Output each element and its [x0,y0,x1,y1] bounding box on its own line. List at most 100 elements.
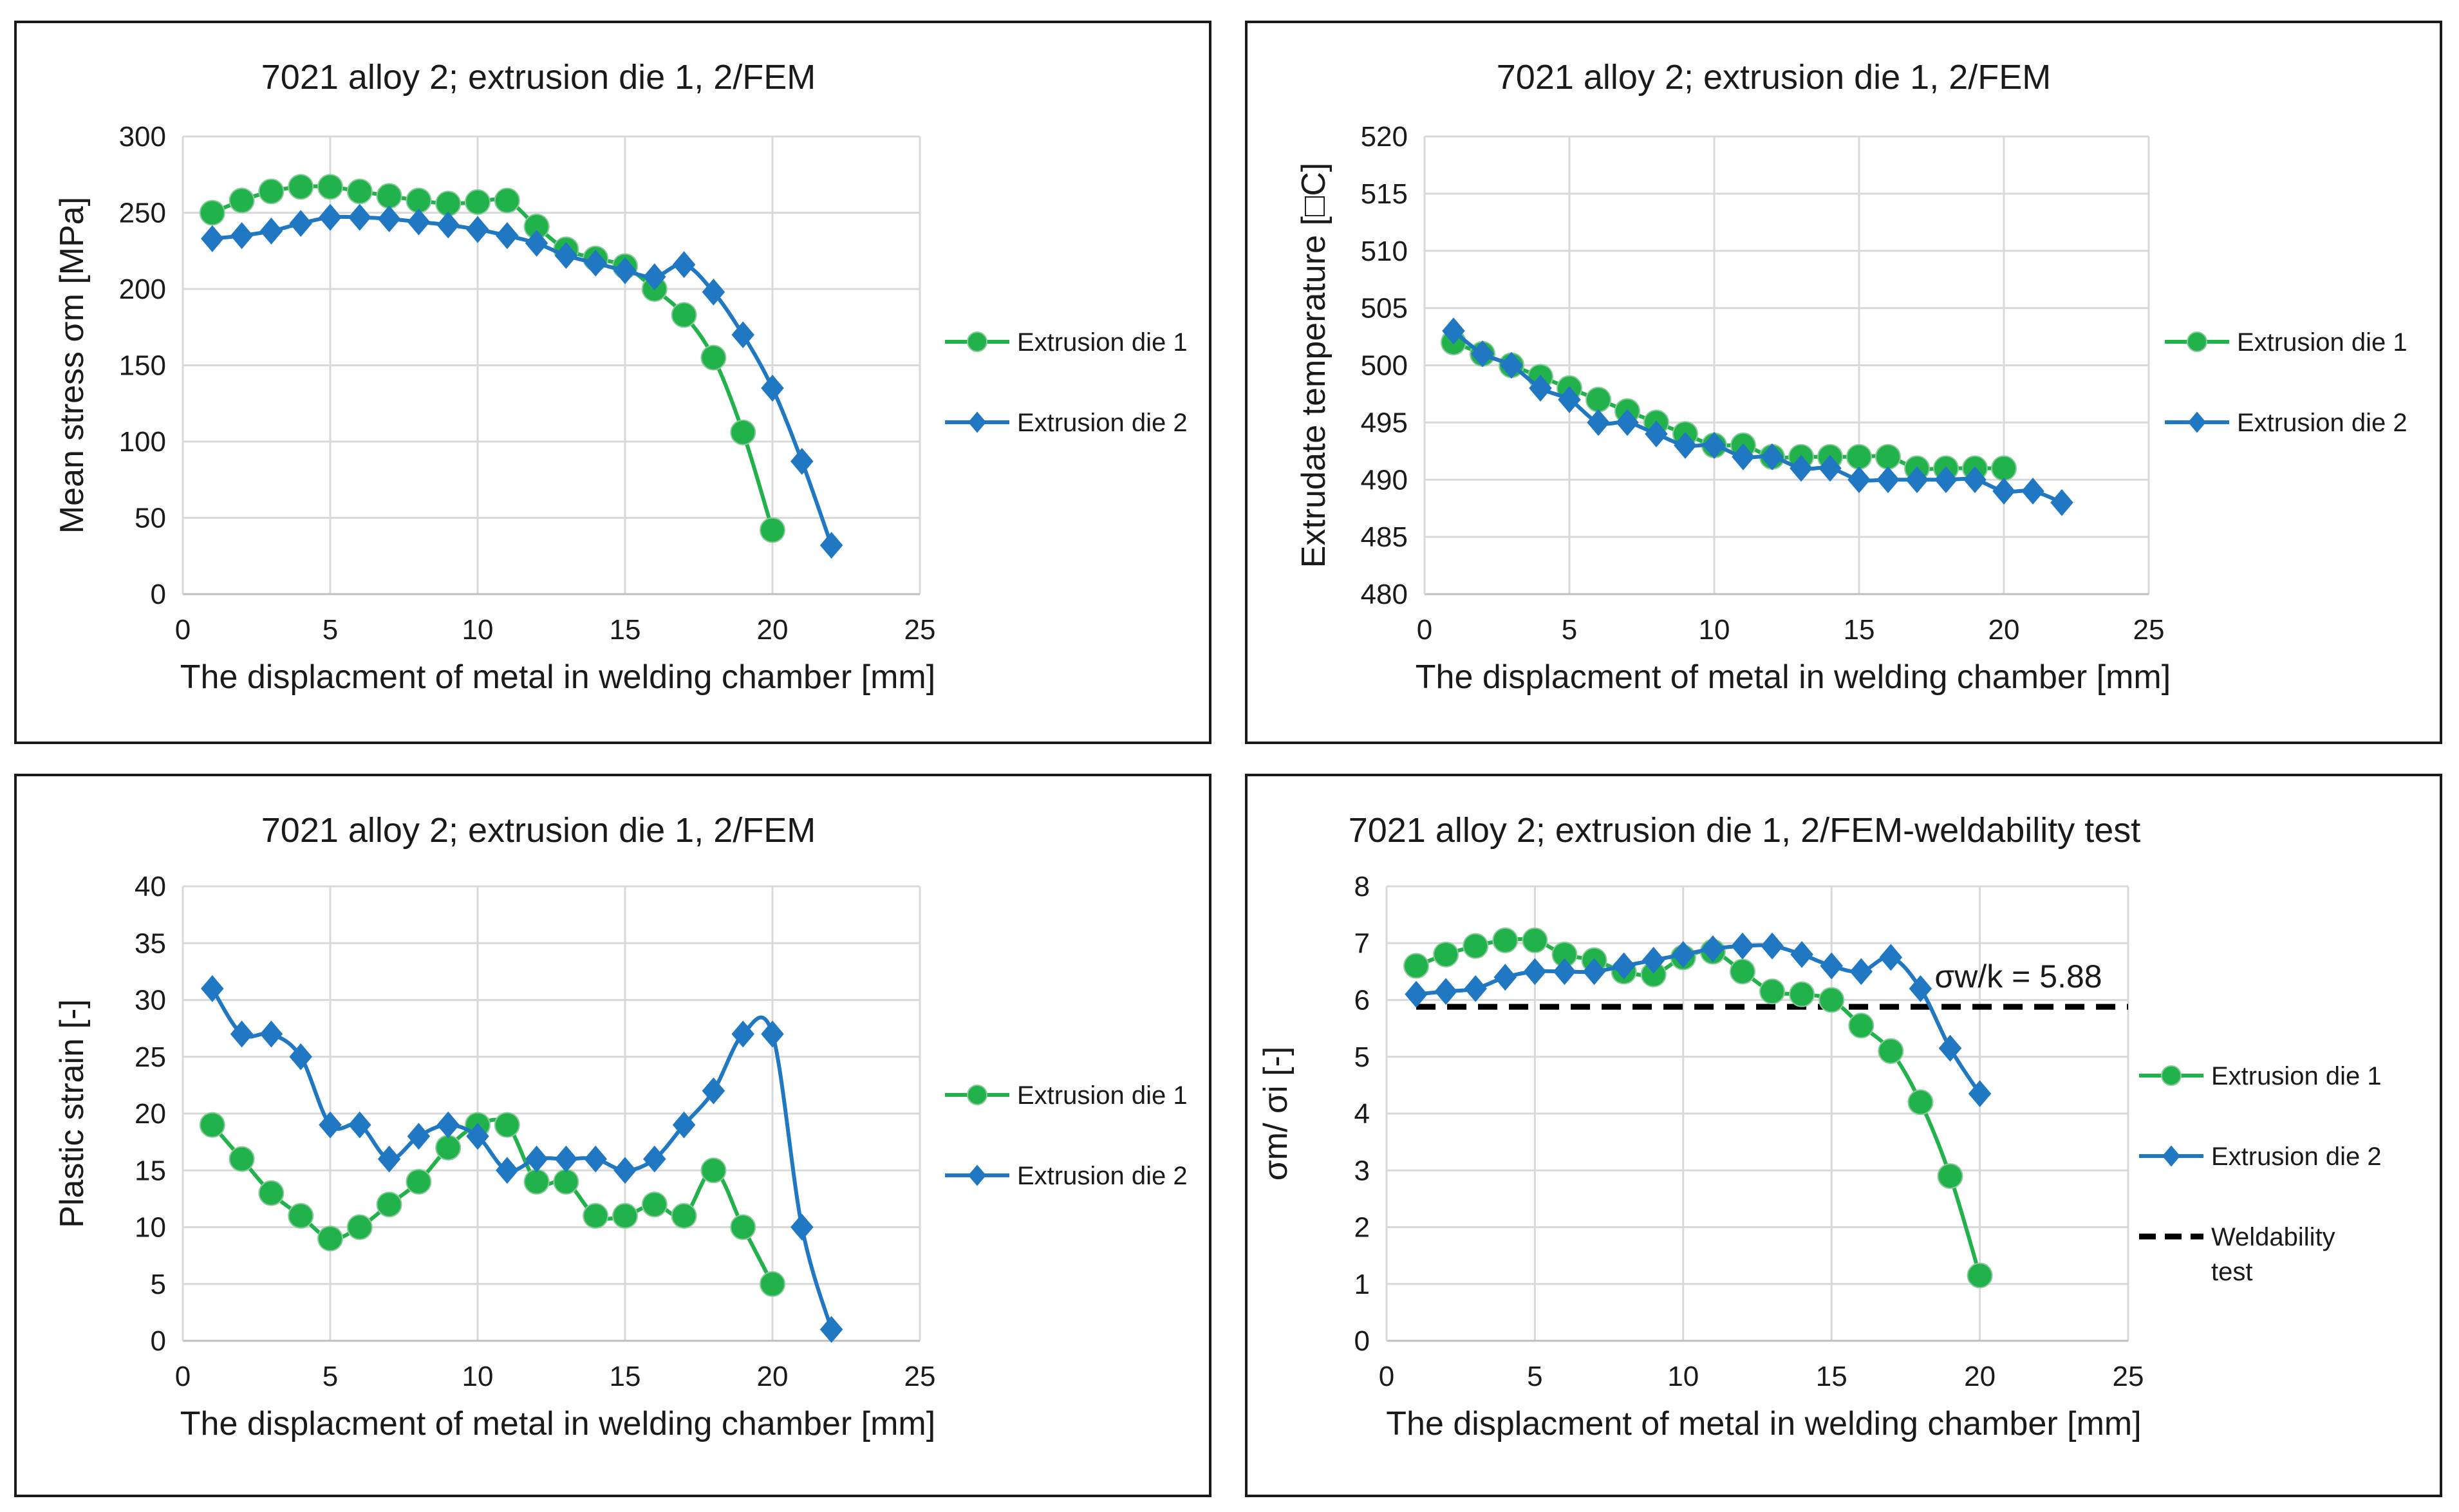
chart-title: 7021 alloy 2; extrusion die 1, 2/FEM [261,811,816,850]
extrusion-die-1-line [1416,937,1982,1276]
extrusion-die-2-point [259,218,283,245]
extrudate-temperature-chart-panel: 7021 alloy 2; extrusion die 1, 2/FEM 0 5 10… [1245,21,2442,744]
extrusion-die-2-point [761,375,784,402]
x-tick-label: 25 [904,614,936,646]
extrusion-die-1-point [376,183,402,209]
extrusion-die-2-line [1452,329,2063,505]
extrusion-die-2-point [436,211,460,239]
y-tick-label: 7 [1354,928,1370,959]
y-tick-label: 200 [119,274,166,305]
extrusion-die-1-legend-label: Extrusion die 1 [2211,1062,2382,1090]
x-tick-label: 25 [2113,1361,2144,1392]
extrusion-die-2-point [761,1020,784,1048]
extrusion-die-2-point [1761,443,1784,471]
x-tick-label: 25 [904,1361,936,1392]
extrusion-die-1-point [1907,1089,1934,1115]
plastic-strain-chart: 7021 alloy 2; extrusion die 1, 2/FEM 0 5 10… [53,811,1188,1442]
extrusion-die-2-point [554,1145,578,1173]
extrusion-die-2-point [672,251,696,278]
y-tick-label: 0 [1354,1325,1370,1357]
y-tick-label: 50 [135,503,166,534]
weldability-ratio-chart: 7021 alloy 2; extrusion die 1, 2/FEM-wel… [1257,811,2382,1442]
extrusion-die-2-point [1672,941,1695,968]
extrusion-die-2-point [289,1043,312,1070]
extrusion-die-2-point [319,1111,342,1139]
extrusion-die-2-point [1464,975,1488,1002]
extrusion-die-2-point [1963,466,1987,494]
extrusion-die-1-point [229,187,255,214]
extrusion-die-1-point [406,1168,432,1195]
x-tick-label: 15 [1816,1361,1847,1392]
extrusion-die-2-point [1879,944,1903,971]
y-tick-label: 3 [1354,1155,1370,1186]
y-tick-label: 495 [1361,407,1408,438]
y-tick-label: 8 [1354,871,1370,902]
extrusion-die-1-point [258,178,285,205]
extrusion-die-1-legend-label: Extrusion die 1 [1017,328,1188,357]
extrusion-die-2-point [466,216,489,243]
extrusion-die-2-point [1434,978,1457,1005]
x-tick-label: 5 [323,614,338,646]
extrusion-die-1-line [211,184,774,531]
extrusion-die-1-point [1463,933,1489,959]
y-tick-label: 25 [135,1041,166,1073]
extrusion-die-2-point [1493,964,1517,991]
extrusion-die-1-point [317,174,343,200]
y-tick-label: 20 [135,1098,166,1130]
y-tick-label: 0 [151,1325,166,1357]
extrusion-die-2-point [1587,409,1610,436]
extrusion-die-2-point [1934,466,1958,494]
y-tick-label: 100 [119,426,166,458]
extrusion-die-1-point [700,344,727,371]
x-tick-label: 20 [1964,1361,1996,1392]
extrusion-die-1-point [1967,1262,1993,1289]
extrusion-die-2-point [1582,958,1606,985]
extrusion-die-1-point [553,1168,579,1195]
weldability-ratio-chart-panel: 7021 alloy 2; extrusion die 1, 2/FEM-wel… [1245,774,2442,1497]
extrusion-die-2-point [348,203,371,231]
extrusion-die-1-point [465,189,491,215]
y-tick-label: 300 [119,121,166,153]
plastic-strain-chart-panel: 7021 alloy 2; extrusion die 1, 2/FEM 0 5 10… [14,774,1211,1497]
x-tick-label: 0 [1379,1361,1394,1392]
extrusion-die-2-point [1523,958,1547,985]
y-tick-label: 0 [151,579,166,610]
y-tick-label: 1 [1354,1269,1370,1300]
extrusion-die-2-point [1674,432,1697,459]
extrusion-die-1-point [671,1202,697,1229]
extrusion-die-2-point [613,257,637,285]
extrusion-die-2-point [1905,466,1929,494]
extrusion-die-2-point [790,447,814,475]
extrusion-die-2-point [1909,975,1932,1002]
x-tick-label: 0 [175,614,191,646]
x-axis-label: The displacment of metal in welding cham… [1416,658,2171,696]
y-tick-label: 490 [1361,464,1408,496]
extrusion-die-1-point [346,1214,373,1240]
y-tick-label: 250 [119,198,166,229]
mean-stress-chart-panel: 7021 alloy 2; extrusion die 1, 2/FEM 0 5 10… [14,21,1211,744]
extrusion-die-2-legend-marker [968,1164,987,1186]
extrusion-die-1-point [612,1202,638,1229]
extrusion-die-1-point [671,302,697,328]
extrusion-die-2-point [201,225,224,252]
extrusion-die-1-point [641,1191,668,1218]
weldability-legend-label-line1: Weldability [2211,1223,2335,1251]
extrusion-die-2-point [1471,340,1494,368]
extrusion-die-2-point [1731,932,1754,960]
x-tick-label: 5 [323,1361,338,1392]
extrusion-die-2-legend-marker [968,411,987,433]
extrusion-die-1-legend-label: Extrusion die 1 [1017,1081,1188,1110]
extrusion-die-2-point [2021,478,2044,505]
extrusion-die-2-point [1876,466,1900,494]
extrusion-die-2-point [554,241,578,269]
extrusion-die-2-point [436,1111,460,1139]
extrusion-die-2-point [289,210,312,237]
extrusion-die-2-point [201,975,224,1002]
extrusion-die-1-point [1991,455,2017,481]
x-tick-label: 10 [462,1361,494,1392]
extrusion-die-2-point [466,1123,489,1150]
y-tick-label: 5 [1354,1041,1370,1073]
mean-stress-chart: 7021 alloy 2; extrusion die 1, 2/FEM 0 5 10… [53,58,1188,696]
extrusion-die-1-point [199,200,225,226]
